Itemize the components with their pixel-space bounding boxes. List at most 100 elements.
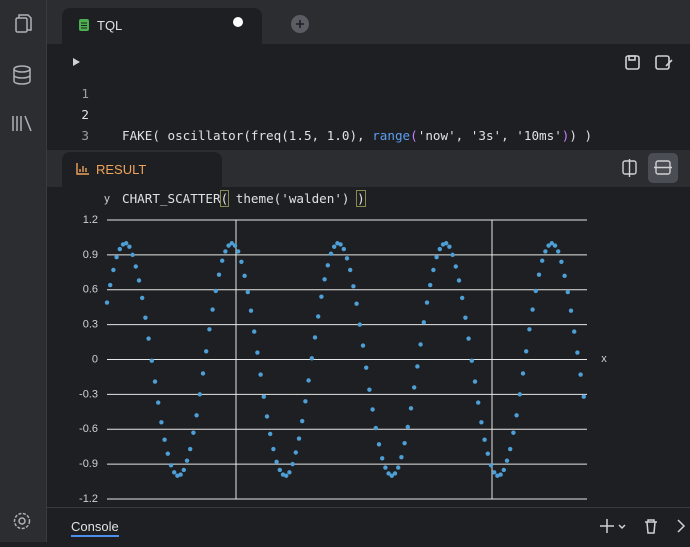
y-tick-label: 1.2 <box>83 214 98 226</box>
point <box>191 430 196 435</box>
point <box>178 472 183 477</box>
point <box>172 470 177 475</box>
point <box>104 300 110 305</box>
point <box>511 430 516 435</box>
save-buttons[interactable] <box>624 54 684 72</box>
point <box>565 289 570 295</box>
point <box>453 264 458 269</box>
y-tick-label: 0.6 <box>83 284 98 296</box>
point <box>488 463 494 468</box>
point <box>447 244 452 249</box>
point <box>322 277 327 282</box>
point <box>229 241 234 246</box>
point <box>370 407 375 412</box>
point <box>364 365 369 370</box>
point <box>159 420 164 425</box>
console-tab[interactable]: Console <box>71 519 119 537</box>
point <box>152 379 158 384</box>
library-icon[interactable] <box>12 115 32 132</box>
y-tick-label: -1.2 <box>79 493 98 505</box>
point <box>223 249 228 254</box>
console-bar: Console <box>47 507 690 543</box>
point <box>133 264 138 269</box>
point <box>258 372 263 377</box>
run-button[interactable] <box>70 55 84 69</box>
point <box>360 343 366 348</box>
point <box>527 327 532 332</box>
point <box>277 467 282 473</box>
code-line: FAKE( oscillator(freq(1.5, 1.0), range('… <box>122 125 592 146</box>
layout-buttons[interactable] <box>615 152 685 184</box>
point <box>200 371 206 376</box>
point <box>517 392 522 397</box>
database-icon[interactable] <box>13 65 31 85</box>
code-token: ) <box>356 190 366 207</box>
code-editor[interactable]: 1 2 3 FAKE( oscillator(freq(1.5, 1.0), ran… <box>47 83 690 207</box>
point <box>386 471 391 476</box>
point <box>213 288 218 294</box>
y-tick-label: 0.9 <box>83 249 98 261</box>
point <box>344 256 350 261</box>
point <box>472 379 478 384</box>
point <box>578 372 583 377</box>
point <box>351 284 356 289</box>
point <box>220 258 225 263</box>
code-token: ( <box>410 128 418 143</box>
point <box>236 249 241 254</box>
point <box>162 437 167 442</box>
settings-icon[interactable] <box>13 512 31 530</box>
point <box>367 387 372 392</box>
point <box>581 394 586 399</box>
point <box>207 327 212 332</box>
code-token: ) <box>561 128 570 143</box>
point <box>290 461 295 467</box>
point <box>140 295 145 301</box>
point <box>546 243 551 248</box>
point <box>168 463 174 468</box>
point <box>149 358 154 363</box>
files-icon[interactable] <box>15 14 32 33</box>
point <box>117 246 123 252</box>
point <box>332 244 337 249</box>
result-tab[interactable]: RESULT <box>62 152 222 187</box>
new-tab-button[interactable] <box>291 15 309 33</box>
console-actions[interactable] <box>598 517 690 535</box>
point <box>572 329 577 334</box>
point <box>136 278 142 283</box>
point <box>338 242 343 247</box>
point <box>242 273 247 278</box>
point <box>501 467 506 473</box>
point <box>520 371 526 376</box>
point <box>431 267 436 273</box>
point <box>399 454 404 460</box>
point <box>536 272 542 277</box>
point <box>232 243 238 248</box>
point <box>274 459 279 464</box>
point <box>354 301 359 306</box>
code-token: ( <box>219 190 230 207</box>
point <box>264 414 270 419</box>
point <box>357 322 362 327</box>
point <box>383 465 388 470</box>
point <box>466 336 471 341</box>
x-axis-label: x <box>601 353 607 365</box>
editor-tab[interactable]: TQL <box>62 8 262 44</box>
point <box>562 273 567 278</box>
point <box>540 258 545 263</box>
point <box>143 315 148 320</box>
chart-icon <box>76 163 89 175</box>
point <box>405 424 410 430</box>
line-number: 2 <box>81 107 89 122</box>
point <box>248 308 254 313</box>
point <box>408 406 414 411</box>
point <box>146 336 151 341</box>
point <box>424 300 430 305</box>
point <box>341 246 346 252</box>
point <box>568 308 574 313</box>
line-number: 1 <box>81 86 89 101</box>
unsaved-dot <box>233 17 243 27</box>
point <box>444 241 449 246</box>
point <box>428 282 433 288</box>
point <box>309 356 314 361</box>
point <box>325 263 330 268</box>
